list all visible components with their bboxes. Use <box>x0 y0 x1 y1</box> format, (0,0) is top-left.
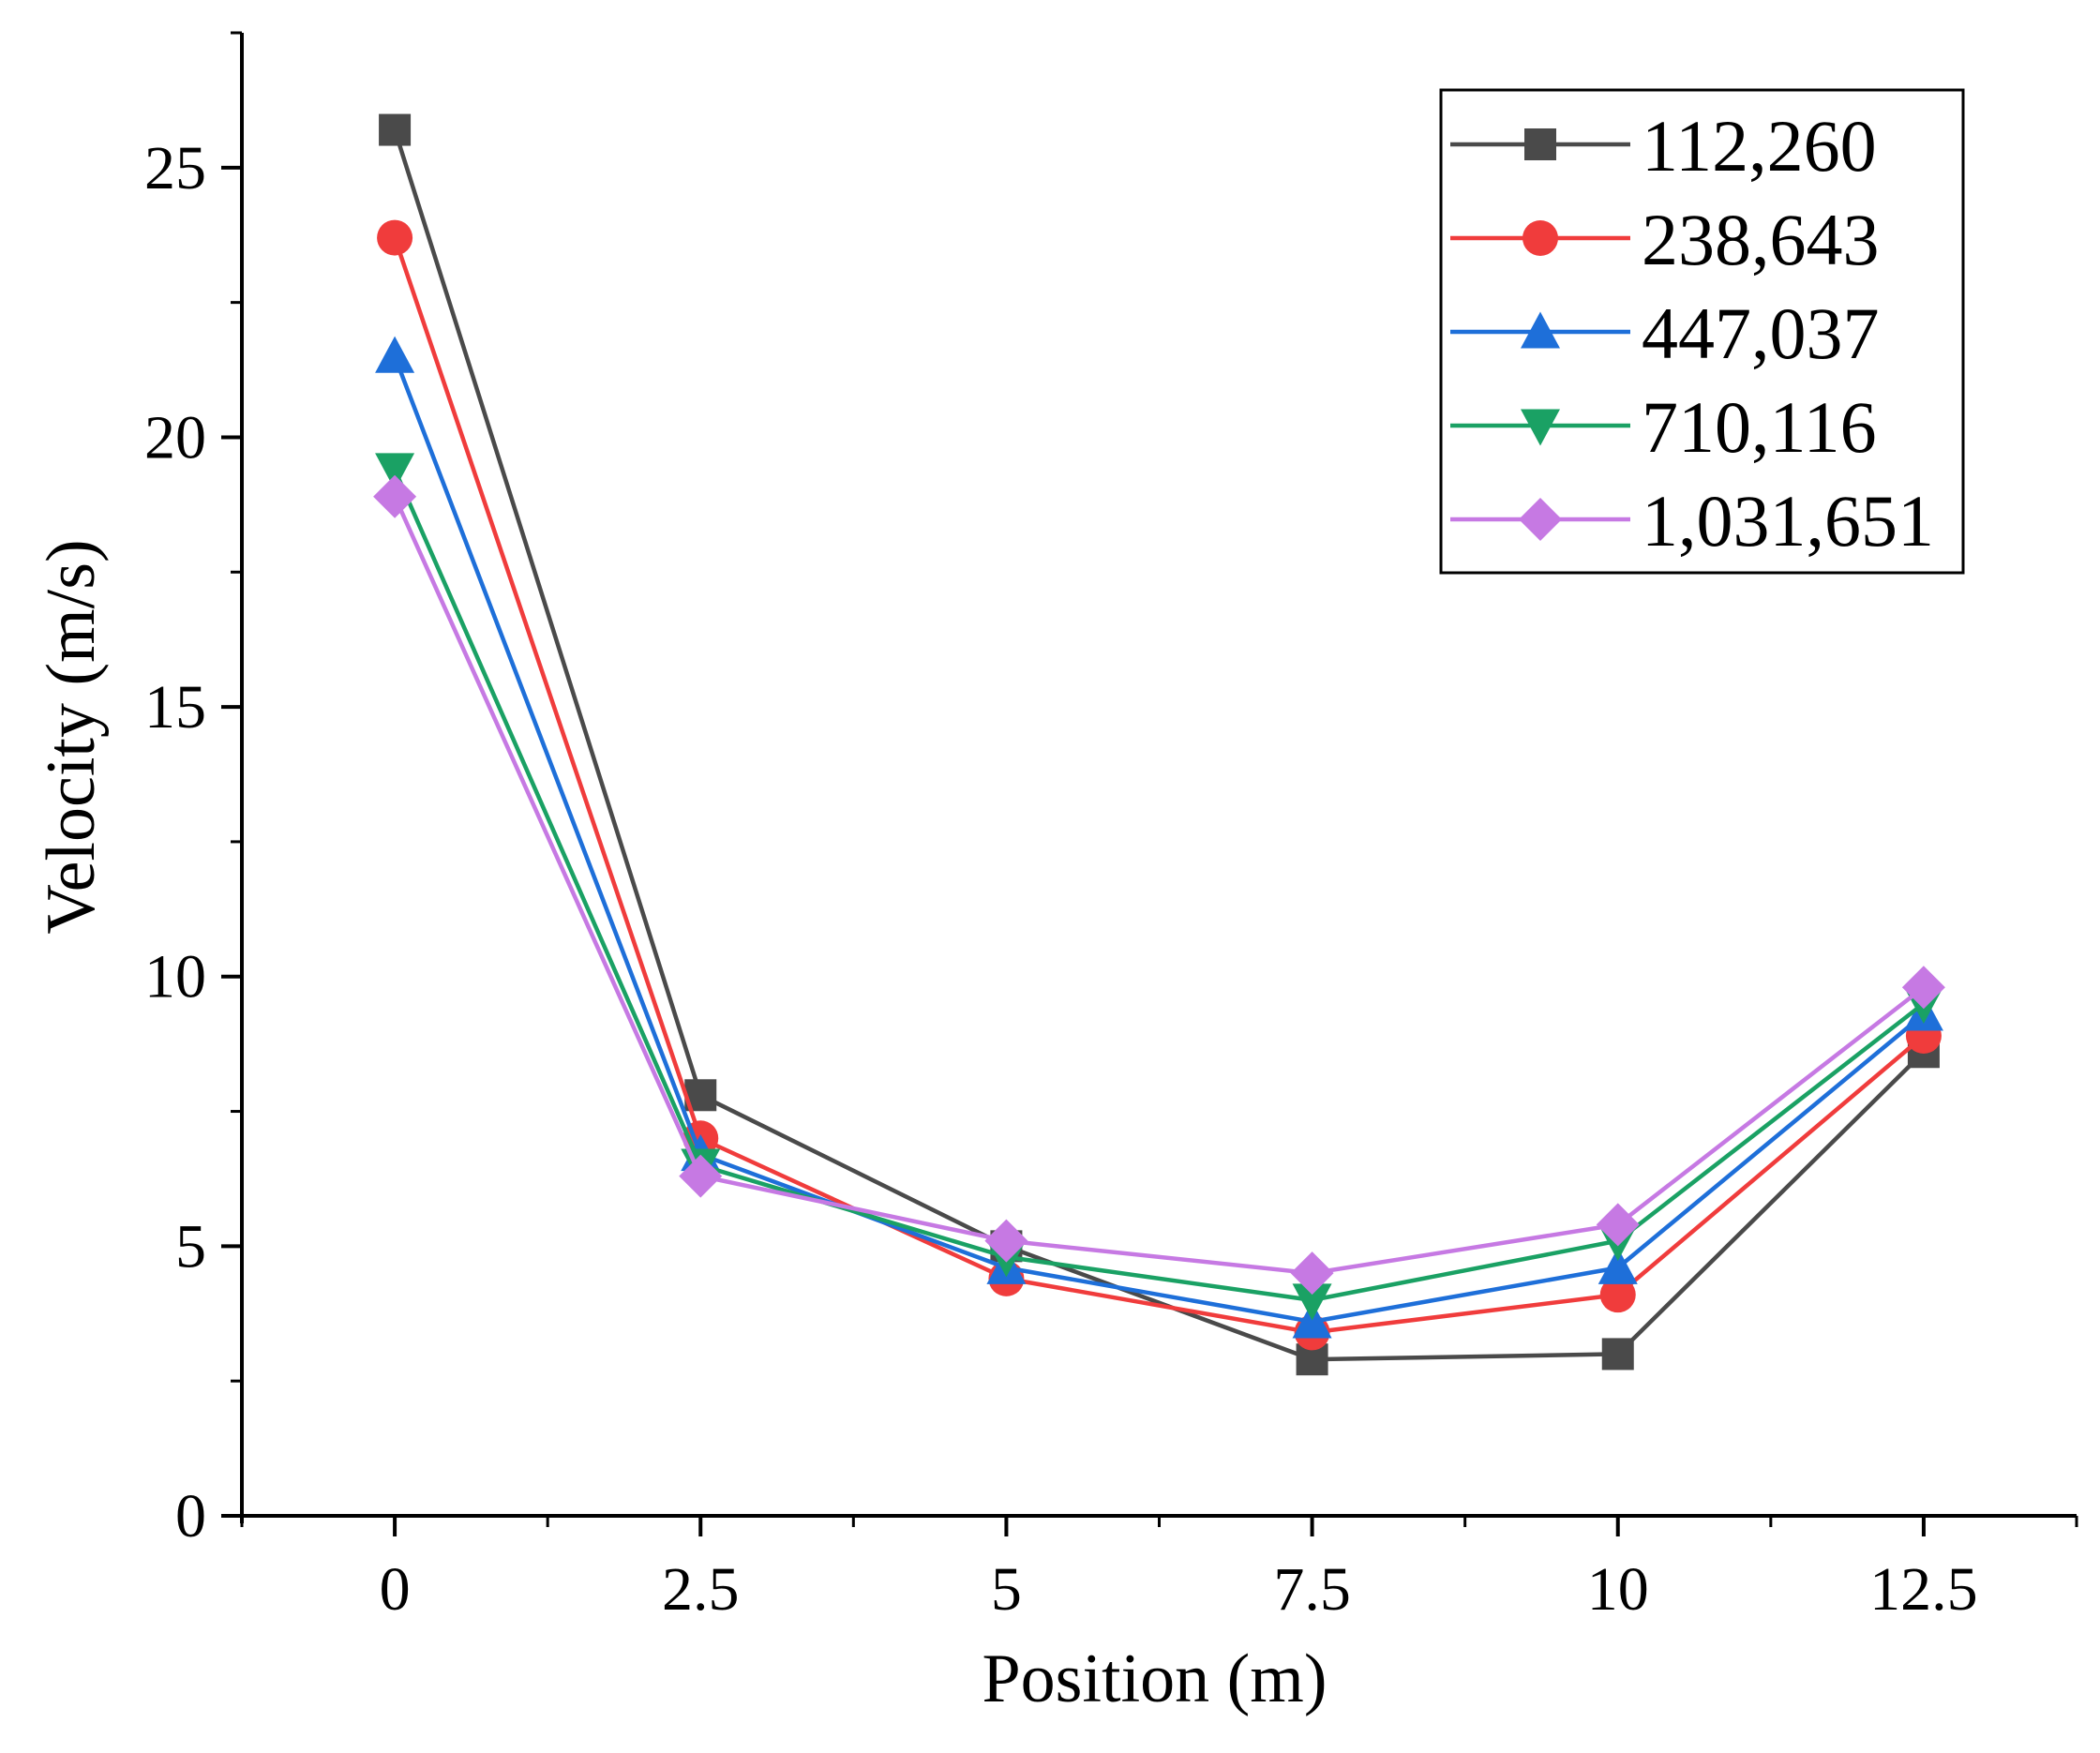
data-point <box>375 336 415 373</box>
data-point <box>377 219 413 256</box>
x-tick-label: 7.5 <box>1273 1555 1351 1624</box>
legend-item: 447,037 <box>1450 292 1880 374</box>
series-line <box>393 469 1926 1303</box>
legend-label: 710,116 <box>1642 386 1877 468</box>
plot-series <box>373 113 1945 1376</box>
axes: 0 2.5 5 7.5 10 12.5 0 5 10 15 20 25 Position (m) Velo… <box>33 31 2078 1717</box>
x-tick-label: 0 <box>380 1555 411 1624</box>
y-tick-label: 5 <box>175 1212 206 1281</box>
legend-label: 112,260 <box>1642 105 1877 187</box>
y-tick-label: 25 <box>144 134 206 202</box>
legend-item: 1,031,651 <box>1450 480 1934 562</box>
data-point <box>1290 1251 1334 1296</box>
series-line <box>392 236 1926 1335</box>
legend-label: 447,037 <box>1642 292 1880 374</box>
legend-marker <box>1521 409 1560 446</box>
legend-item: 112,260 <box>1450 105 1877 187</box>
data-point <box>1596 1203 1640 1247</box>
legend-marker <box>1521 311 1560 349</box>
legend-label: 238,643 <box>1642 199 1880 280</box>
legend-item: 238,643 <box>1450 199 1880 280</box>
legend-item: 710,116 <box>1450 386 1877 468</box>
x-tick-label: 10 <box>1587 1555 1649 1624</box>
x-tick-label: 5 <box>991 1555 1022 1624</box>
data-point <box>375 453 415 490</box>
series-line <box>392 355 1926 1325</box>
x-tick-label: 2.5 <box>662 1555 740 1624</box>
series-line <box>393 495 1926 1276</box>
data-point <box>1292 1283 1332 1321</box>
data-point <box>1601 1338 1634 1371</box>
series-5 <box>373 474 1945 1296</box>
legend-marker <box>1519 498 1562 541</box>
y-tick-label: 15 <box>144 673 206 742</box>
data-point <box>1599 1277 1636 1313</box>
series-line <box>392 128 1926 1362</box>
data-point <box>1901 966 1945 1010</box>
y-tick-label: 10 <box>144 943 206 1011</box>
y-tick-label: 20 <box>144 403 206 472</box>
data-point <box>379 113 412 146</box>
legend-label: 1,031,651 <box>1642 480 1934 562</box>
x-axis-title: Position (m) <box>982 1641 1328 1717</box>
legend-marker <box>1524 128 1556 160</box>
data-point <box>984 1219 1028 1263</box>
data-point <box>1598 1247 1638 1284</box>
data-point <box>373 474 417 518</box>
y-tick-label: 0 <box>175 1482 206 1551</box>
legend-marker <box>1522 220 1558 256</box>
y-axis-title: Velocity (m/s) <box>33 539 110 934</box>
x-tick-label: 12.5 <box>1869 1555 1978 1624</box>
data-point <box>679 1154 723 1198</box>
legend: 112,260 238,643 447,037 710,116 1,031,651 <box>1439 88 1965 575</box>
